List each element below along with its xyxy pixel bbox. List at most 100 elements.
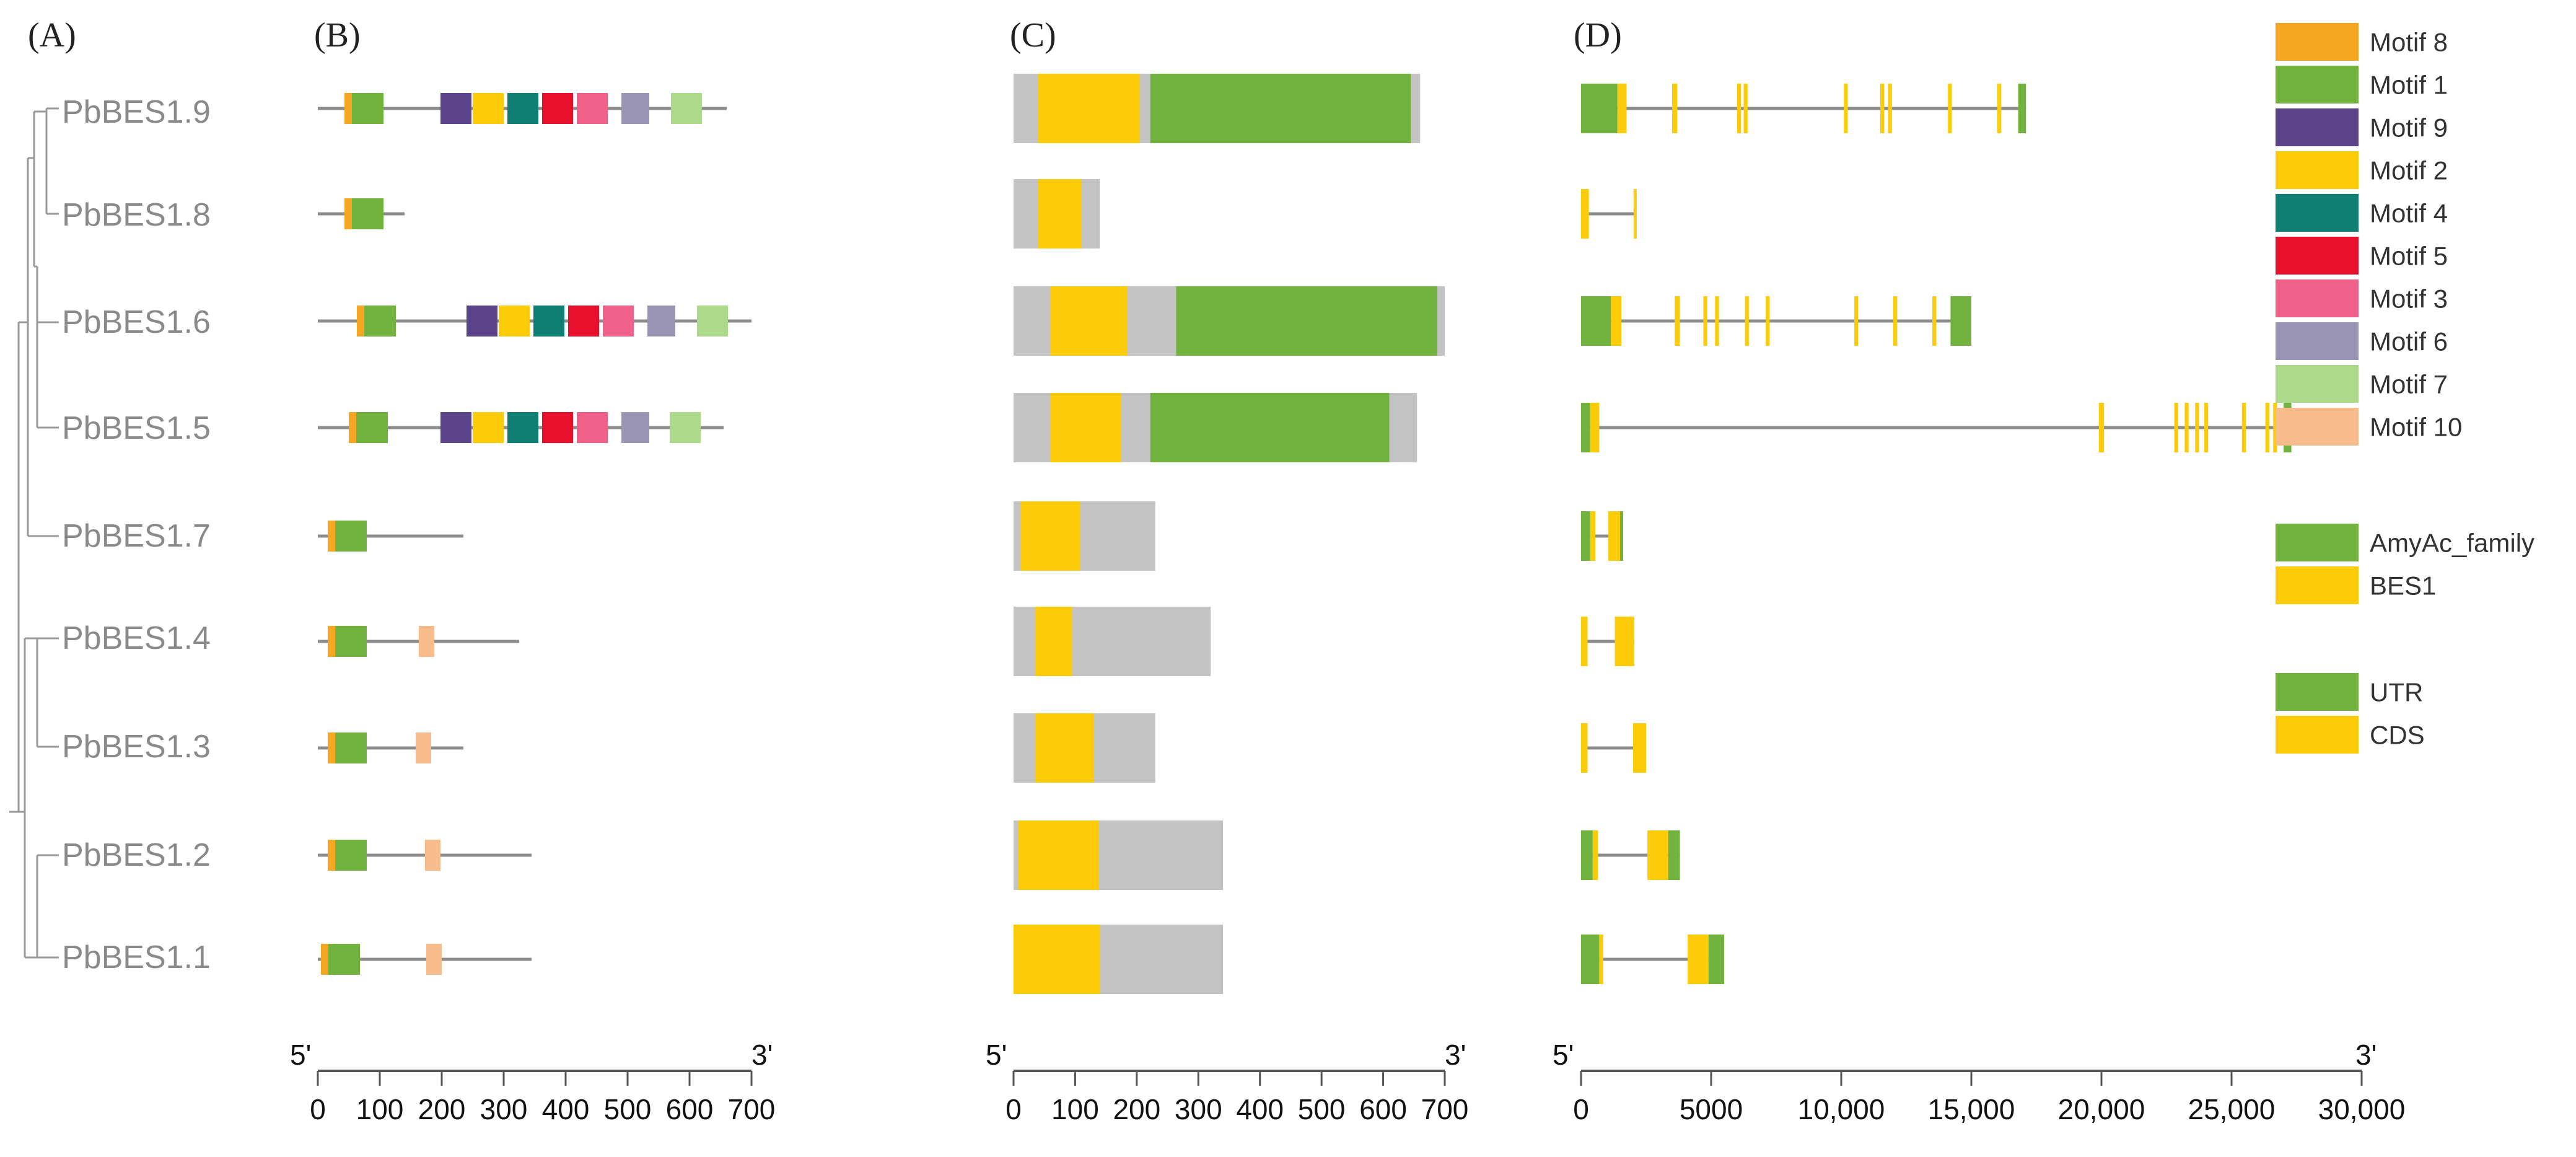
legend-label: Motif 4 [2370,199,2448,228]
cds-block [2195,403,2199,452]
motif-motif-1-box [356,412,388,443]
legend-swatch [2276,66,2359,103]
motif-row-pbbes1-3 [318,732,463,763]
axis-motif-panel: 5' 3' 0 100 200 300 400 500 600 700 [290,1039,775,1125]
motif-motif-8-box [349,412,356,443]
cds-block [1611,296,1622,346]
utr-block [1708,935,1724,984]
domain-row-pbbes1-9 [1014,74,1421,143]
motif-row-pbbes1-7 [318,521,463,552]
utr-block [1581,511,1590,561]
axis-b-five-prime: 5' [290,1039,311,1071]
tree-branch-1.9-1.8 [34,107,59,215]
motif-motif-10-box [426,944,442,975]
motif-motif-1-box [335,840,367,871]
motif-motif-3-box [603,306,634,337]
motif-motif-6-box [621,412,649,443]
structure-row-pbbes1-5 [1581,403,2292,452]
domain-row-pbbes1-8 [1014,179,1100,249]
motif-row-pbbes1-6 [318,306,751,337]
motif-motif-1-box [364,306,396,337]
cds-block [1599,935,1603,984]
legend-swatch [2276,716,2359,754]
axis-d-tick-label: 0 [1573,1093,1589,1125]
cds-block [1880,84,1885,133]
cds-block [1688,935,1709,984]
tree-branch-lower-clade [19,638,37,959]
cds-block [2241,403,2246,452]
axis-domain-panel: 5' 3' 0 100 200 300 400 500 600 700 [986,1039,1468,1125]
axis-c-tick-label: 0 [1005,1093,1022,1125]
legend-motif-motif-5: Motif 5 [2276,237,2448,275]
cds-block [1633,189,1637,239]
domain-bes1-box [1050,393,1121,462]
legend-structure-cds: CDS [2276,716,2425,754]
motif-row-pbbes1-9 [318,93,727,124]
motif-motif-1-box [352,93,383,124]
legend-label: AmyAc_family [2370,529,2534,558]
phylogenetic-tree [9,107,59,959]
tree-branch-root [9,322,20,813]
axis-d-three-prime: 3' [2355,1039,2377,1071]
cds-block [1743,84,1748,133]
cds-block [1703,296,1707,346]
legend-label: Motif 7 [2370,370,2448,399]
motif-row-pbbes1-2 [318,840,532,871]
axis-b-tick-label: 500 [604,1093,652,1125]
utr-block [1581,830,1593,880]
motif-motif-7-box [697,306,728,337]
cds-block [1581,617,1588,666]
motif-motif-5-box [542,93,573,124]
gene-label-1-2: PbBES1.2 [62,837,211,873]
domain-bes1-box [1050,286,1128,356]
motif-motif-10-box [425,840,440,871]
motif-motif-1-box [352,198,383,229]
motif-motif-4-box [533,306,564,337]
motif-motif-10-box [416,732,431,763]
legend-motif-motif-6: Motif 6 [2276,322,2448,360]
motif-motif-3-box [577,412,608,443]
motif-motif-8-box [328,732,335,763]
legend-label: Motif 1 [2370,71,2448,100]
gene-labels: PbBES1.9 PbBES1.8 PbBES1.6 PbBES1.5 PbBE… [62,94,211,975]
motif-motif-7-box [670,412,701,443]
legend-swatch [2276,279,2359,317]
motif-row-pbbes1-4 [318,626,519,657]
cds-block [1893,296,1898,346]
cds-block [2174,403,2178,452]
cds-block [2204,403,2209,452]
axis-c-five-prime: 5' [986,1039,1007,1071]
cds-block [2273,403,2277,452]
cds-block [1854,296,1859,346]
domain-bes1-box [1038,179,1082,249]
motif-row-pbbes1-5 [318,412,724,443]
legend-domain-bes1: BES1 [2276,566,2436,604]
legend-motif-motif-8: Motif 8 [2276,23,2448,61]
legend: Motif 8 Motif 1 Motif 9 Motif 2 Motif 4 Motif… [2276,23,2534,754]
cds-block [1590,511,1596,561]
tree-branch-1.9-1.8-1.6-1.5 [28,112,37,268]
legend-motif-motif-1: Motif 1 [2276,66,2448,103]
axis-c-tick-label: 600 [1359,1093,1407,1125]
cds-block [1590,403,1600,452]
legend-motif-motif-10: Motif 10 [2276,408,2462,446]
gene-label-1-5: PbBES1.5 [62,410,211,446]
motif-motif-4-box [507,412,538,443]
cds-block [1614,617,1635,666]
gene-label-1-3: PbBES1.3 [62,729,211,765]
legend-swatch [2276,673,2359,711]
legend-label: Motif 8 [2370,28,2448,57]
structure-row-pbbes1-7 [1581,511,1623,561]
motif-motif-1-box [335,626,367,657]
panel-label-a: (A) [28,16,76,55]
gene-structure-panel [1581,84,2292,984]
gene-label-1-9: PbBES1.9 [62,94,211,130]
legend-swatch [2276,151,2359,189]
motif-motif-3-box [577,93,608,124]
axis-c-tick-label: 300 [1175,1093,1222,1125]
legend-label: UTR [2370,678,2423,707]
domain-bes1-box [1020,501,1080,571]
domain-row-pbbes1-7 [1014,501,1155,571]
motif-motif-1-box [335,521,367,552]
